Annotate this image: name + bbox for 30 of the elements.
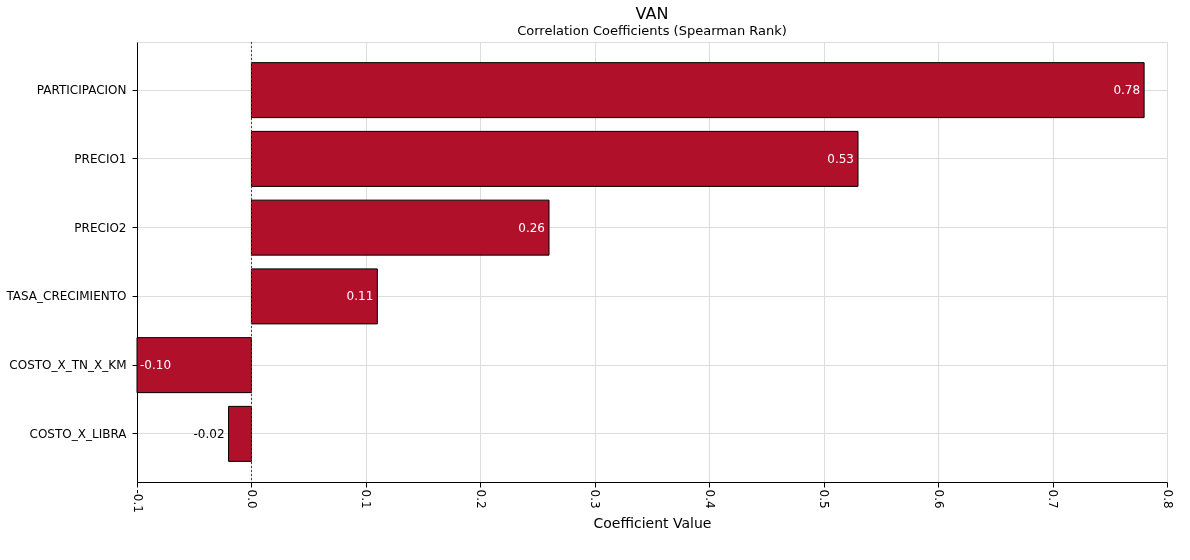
- data-label: 0.11: [346, 289, 374, 304]
- bar: [250, 199, 550, 256]
- x-axis-title: Coefficient Value: [593, 514, 712, 531]
- data-label: 0.26: [518, 220, 545, 235]
- x-tick-label: 0.1: [359, 489, 374, 509]
- x-tick-label: 0.3: [588, 489, 603, 509]
- y-tick-label: TASA_CRECIMIENTO: [5, 289, 127, 304]
- data-label: 0.53: [827, 151, 854, 166]
- x-tick-label: 0.5: [817, 489, 832, 509]
- bar: [250, 130, 859, 187]
- data-label: -0.10: [140, 358, 172, 373]
- y-tick-label: COSTO_X_LIBRA: [29, 426, 128, 441]
- x-tick-label: 0.8: [1160, 489, 1175, 509]
- bar: [228, 405, 252, 462]
- data-label: -0.02: [193, 426, 225, 441]
- x-tick-label: -0.1: [130, 489, 145, 513]
- x-tick-label: 0.4: [702, 489, 717, 509]
- bar: [250, 62, 1145, 119]
- data-label: 0.78: [1113, 83, 1141, 98]
- chart-title: VAN: [635, 3, 669, 23]
- x-tick-label: 0.6: [931, 489, 946, 509]
- y-tick-label: COSTO_X_TN_X_KM: [9, 358, 127, 373]
- chart-subtitle: Correlation Coefficients (Spearman Rank): [517, 22, 787, 38]
- y-tick-label: PARTICIPACION: [36, 83, 127, 98]
- bar: [250, 268, 378, 325]
- x-tick-label: 0.2: [473, 489, 488, 509]
- x-tick-label: 0.0: [244, 489, 259, 509]
- y-tick-label: PRECIO2: [74, 220, 127, 235]
- y-tick-label: PRECIO1: [74, 151, 127, 166]
- x-tick-label: 0.7: [1046, 489, 1061, 509]
